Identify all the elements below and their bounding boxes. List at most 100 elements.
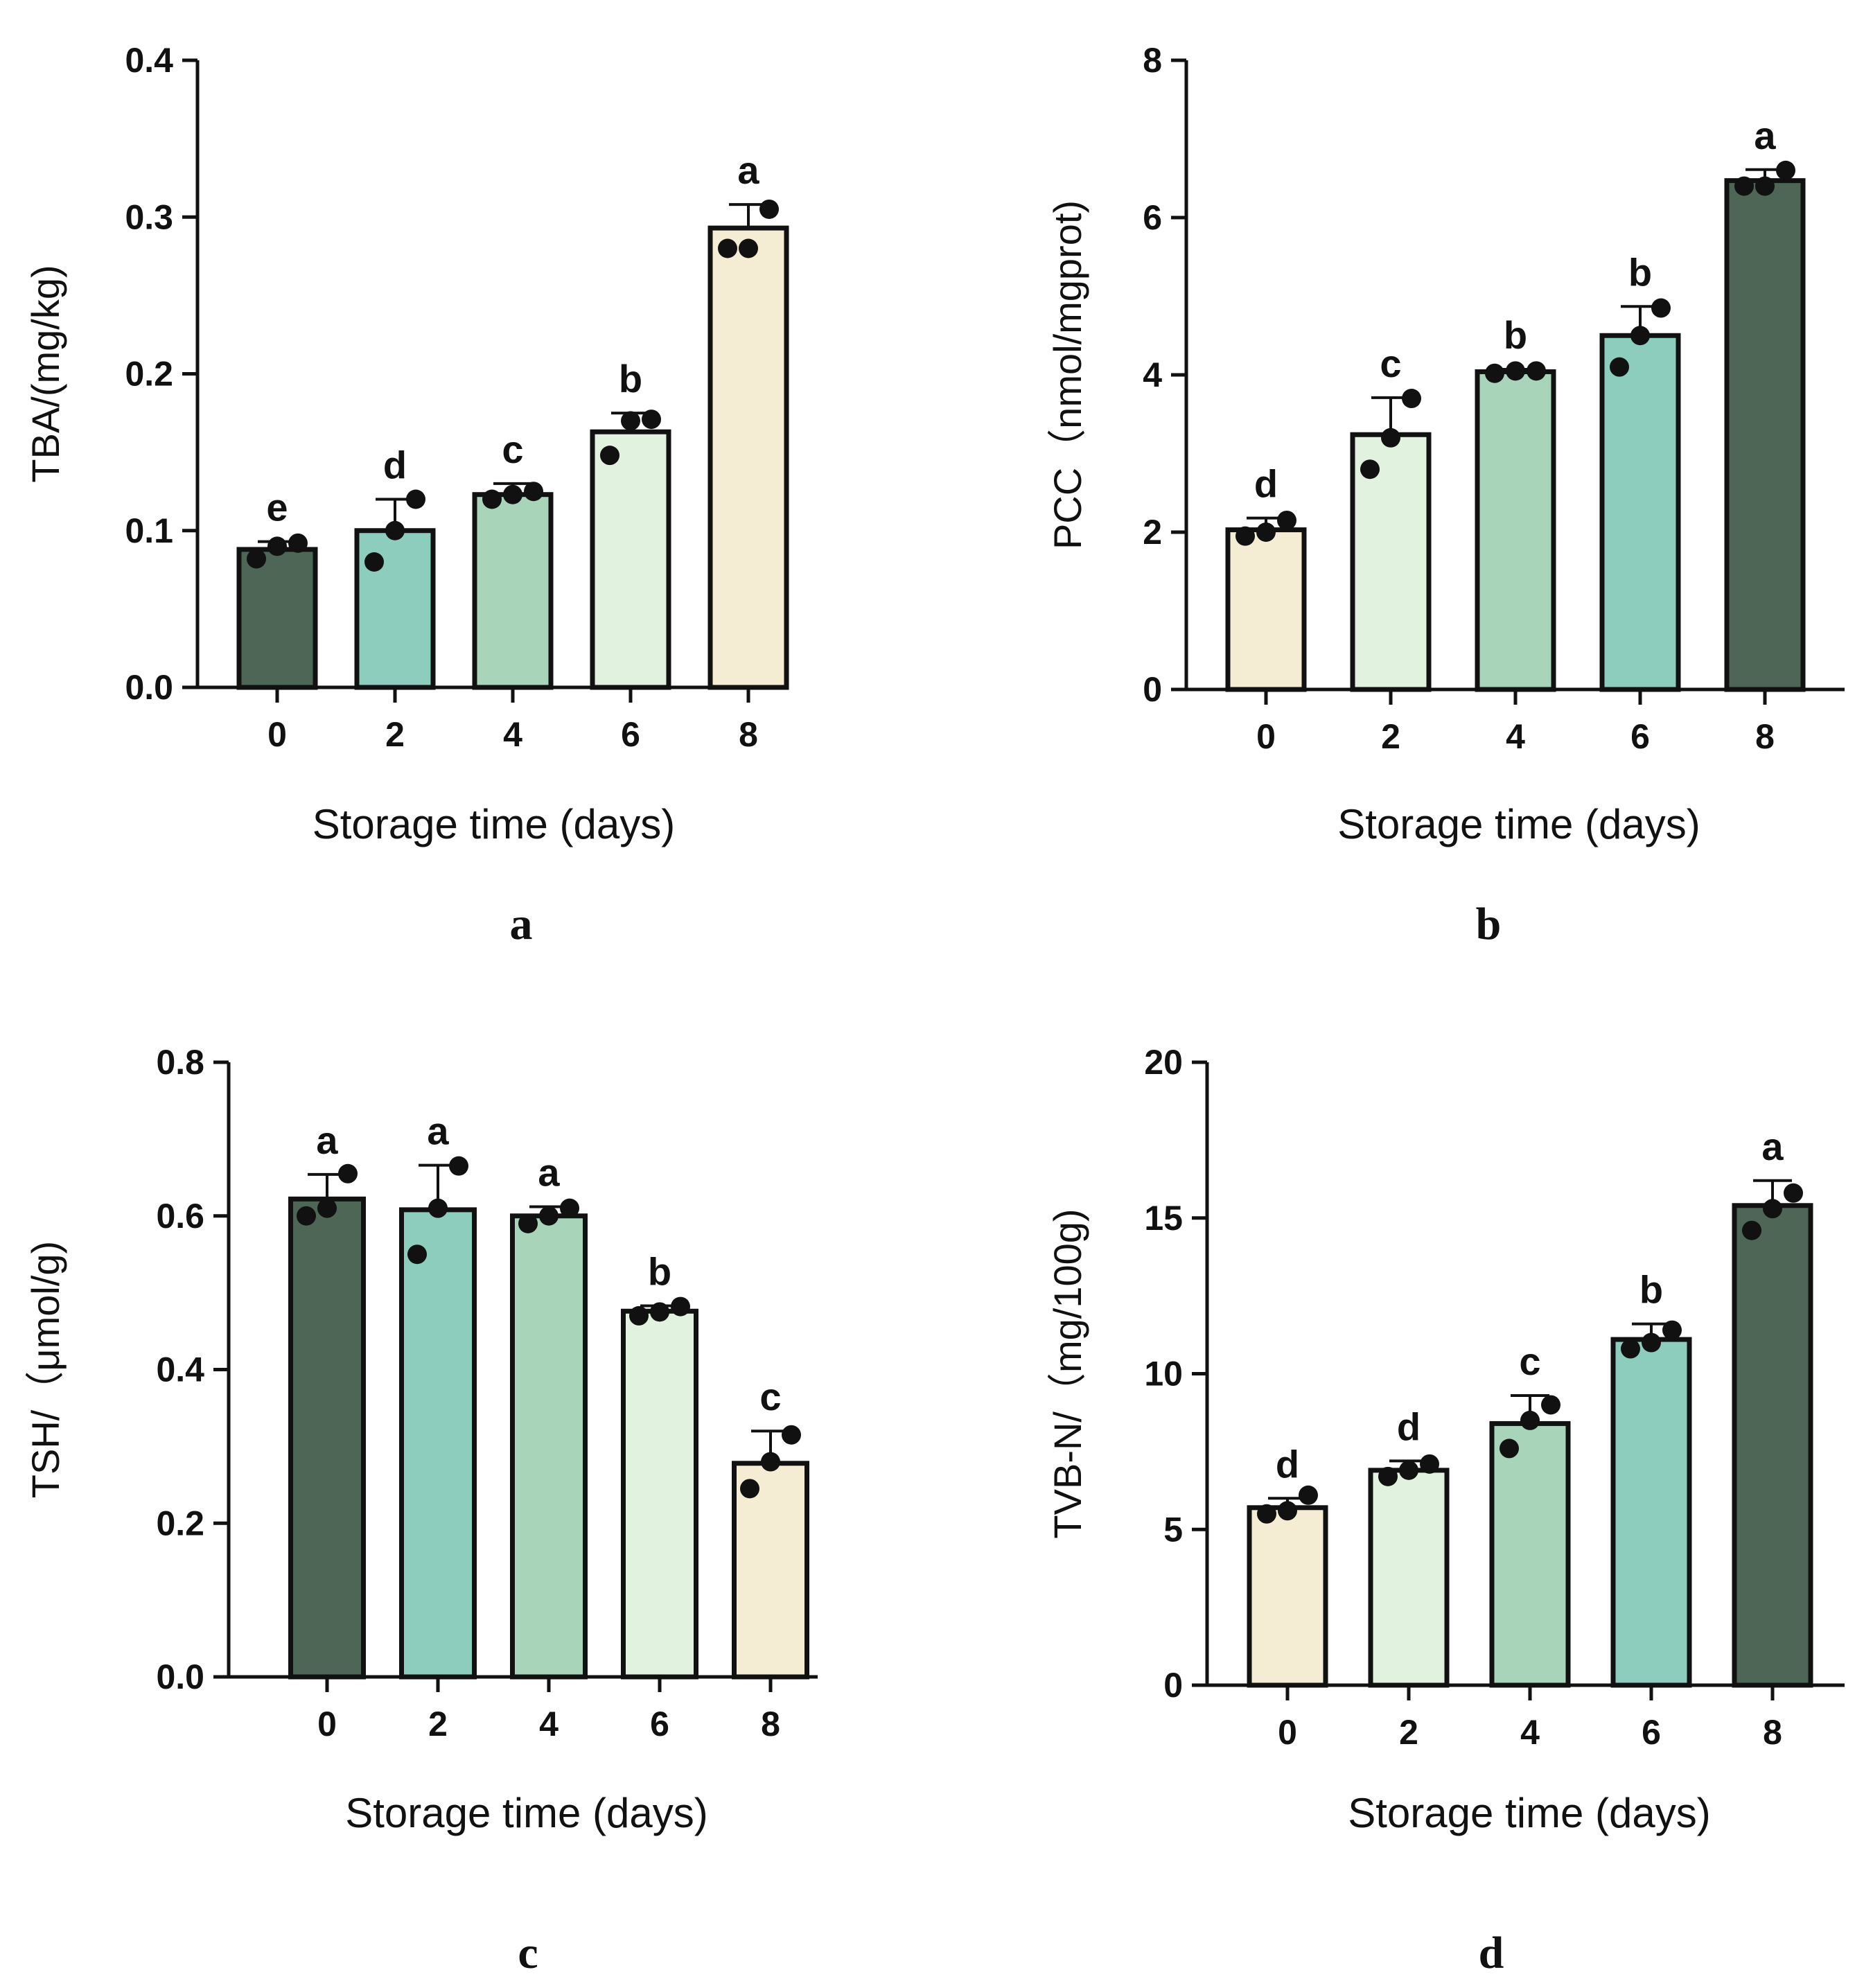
significance-label: b [1504, 313, 1527, 357]
significance-label: a [737, 148, 759, 192]
bar-day-2 [354, 528, 436, 690]
y-tick-label: 0.4 [125, 41, 173, 80]
y-tick-label: 4 [1143, 355, 1162, 394]
data-point [385, 520, 405, 540]
panel-letter: b [1476, 899, 1502, 949]
data-point [650, 1302, 669, 1322]
x-tick-label: 4 [1506, 717, 1525, 756]
data-point [629, 1305, 649, 1326]
bar-day-4 [1489, 1420, 1571, 1688]
panel-letter: a [510, 899, 533, 949]
data-point [1299, 1485, 1318, 1505]
data-point [1734, 176, 1754, 196]
x-axis-title: Storage time (days) [1337, 801, 1700, 847]
data-point [1621, 1339, 1640, 1359]
significance-label: b [1639, 1268, 1663, 1312]
data-point [449, 1156, 468, 1176]
bar-day-6 [1610, 1337, 1692, 1688]
data-point [1541, 1395, 1560, 1415]
data-point [642, 410, 661, 430]
data-point [1381, 428, 1400, 448]
y-tick-label: 0.2 [156, 1504, 204, 1542]
bar-day-4 [1475, 369, 1556, 692]
significance-label: c [502, 428, 523, 471]
data-point [600, 446, 619, 466]
significance-label: e [266, 486, 288, 529]
data-point [406, 489, 425, 509]
data-point [621, 411, 640, 431]
significance-label: a [538, 1150, 560, 1194]
data-point [671, 1296, 690, 1317]
data-point [247, 549, 266, 569]
x-axis-title: Storage time (days) [1348, 1790, 1711, 1836]
y-tick-label: 15 [1144, 1199, 1183, 1238]
significance-label: c [1519, 1339, 1540, 1383]
data-point [1610, 357, 1629, 377]
bar-day-6 [1599, 333, 1681, 692]
y-tick-label: 0.0 [125, 668, 173, 707]
significance-label: a [316, 1118, 338, 1162]
data-point [1642, 1332, 1661, 1353]
y-axis-title: TSH/（μmol/g) [24, 1241, 67, 1498]
data-point [560, 1198, 579, 1218]
data-point [524, 482, 543, 502]
y-axis-title: TVB-N/（mg/100g) [1046, 1208, 1089, 1538]
bar-day-2 [399, 1207, 477, 1680]
data-point [1755, 176, 1775, 196]
data-point [297, 1206, 316, 1226]
bar-day-0 [236, 547, 318, 690]
data-point [267, 536, 287, 556]
data-point [1485, 363, 1504, 383]
y-tick-label: 2 [1143, 513, 1162, 552]
data-point [761, 1452, 780, 1472]
significance-label: a [1761, 1125, 1784, 1168]
x-tick-label: 4 [503, 715, 522, 754]
significance-label: a [427, 1109, 449, 1153]
bar-day-8 [1724, 178, 1806, 692]
data-point [1500, 1439, 1519, 1459]
data-point [503, 484, 522, 504]
significance-label: a [1754, 114, 1776, 157]
x-tick-label: 8 [761, 1705, 780, 1743]
data-point [518, 1213, 538, 1233]
y-tick-label: 10 [1144, 1355, 1183, 1393]
y-tick-label: 0.6 [156, 1197, 204, 1235]
data-point [1360, 459, 1380, 480]
significance-label: d [383, 443, 407, 487]
data-point [1527, 361, 1546, 381]
data-point [1784, 1183, 1803, 1203]
data-point [782, 1425, 801, 1445]
x-tick-label: 0 [1256, 717, 1276, 756]
panel-letter: d [1479, 1928, 1504, 1978]
x-tick-label: 2 [385, 715, 405, 754]
data-point [428, 1198, 448, 1218]
y-tick-label: 20 [1144, 1043, 1183, 1082]
data-point [539, 1206, 559, 1226]
bar-day-4 [510, 1213, 588, 1680]
bar-day-8 [1732, 1203, 1813, 1688]
significance-label: d [1276, 1442, 1299, 1486]
chart-panel-c: 0.0 0.2 0.4 0.6 0.8 a 0 a 2 a 4 b 6 c 8 Storage time (d… [24, 1043, 818, 1978]
y-tick-label: 0.4 [156, 1351, 204, 1389]
y-tick-label: 0.8 [156, 1043, 204, 1082]
data-point [317, 1198, 337, 1218]
x-tick-label: 6 [1642, 1713, 1661, 1752]
data-point [1520, 1410, 1540, 1430]
significance-label: c [1380, 342, 1401, 385]
data-point [1763, 1199, 1782, 1219]
data-point [1257, 1504, 1276, 1524]
data-point [759, 199, 779, 219]
y-tick-label: 6 [1143, 198, 1162, 237]
data-point [1277, 510, 1296, 530]
data-point [1420, 1454, 1439, 1474]
data-point [1399, 1460, 1418, 1480]
y-tick-label: 0.2 [125, 355, 173, 394]
data-point [718, 238, 737, 258]
significance-label: b [1628, 250, 1652, 294]
bar-day-0 [288, 1196, 366, 1680]
chart-panel-b: 0 2 4 6 8 d 0 c 2 b 4 b 6 a 8 Storage time (days) PCC（nm… [1046, 41, 1845, 949]
data-point [1278, 1501, 1297, 1521]
bar-day-0 [1247, 1505, 1328, 1688]
data-point [1506, 361, 1525, 381]
